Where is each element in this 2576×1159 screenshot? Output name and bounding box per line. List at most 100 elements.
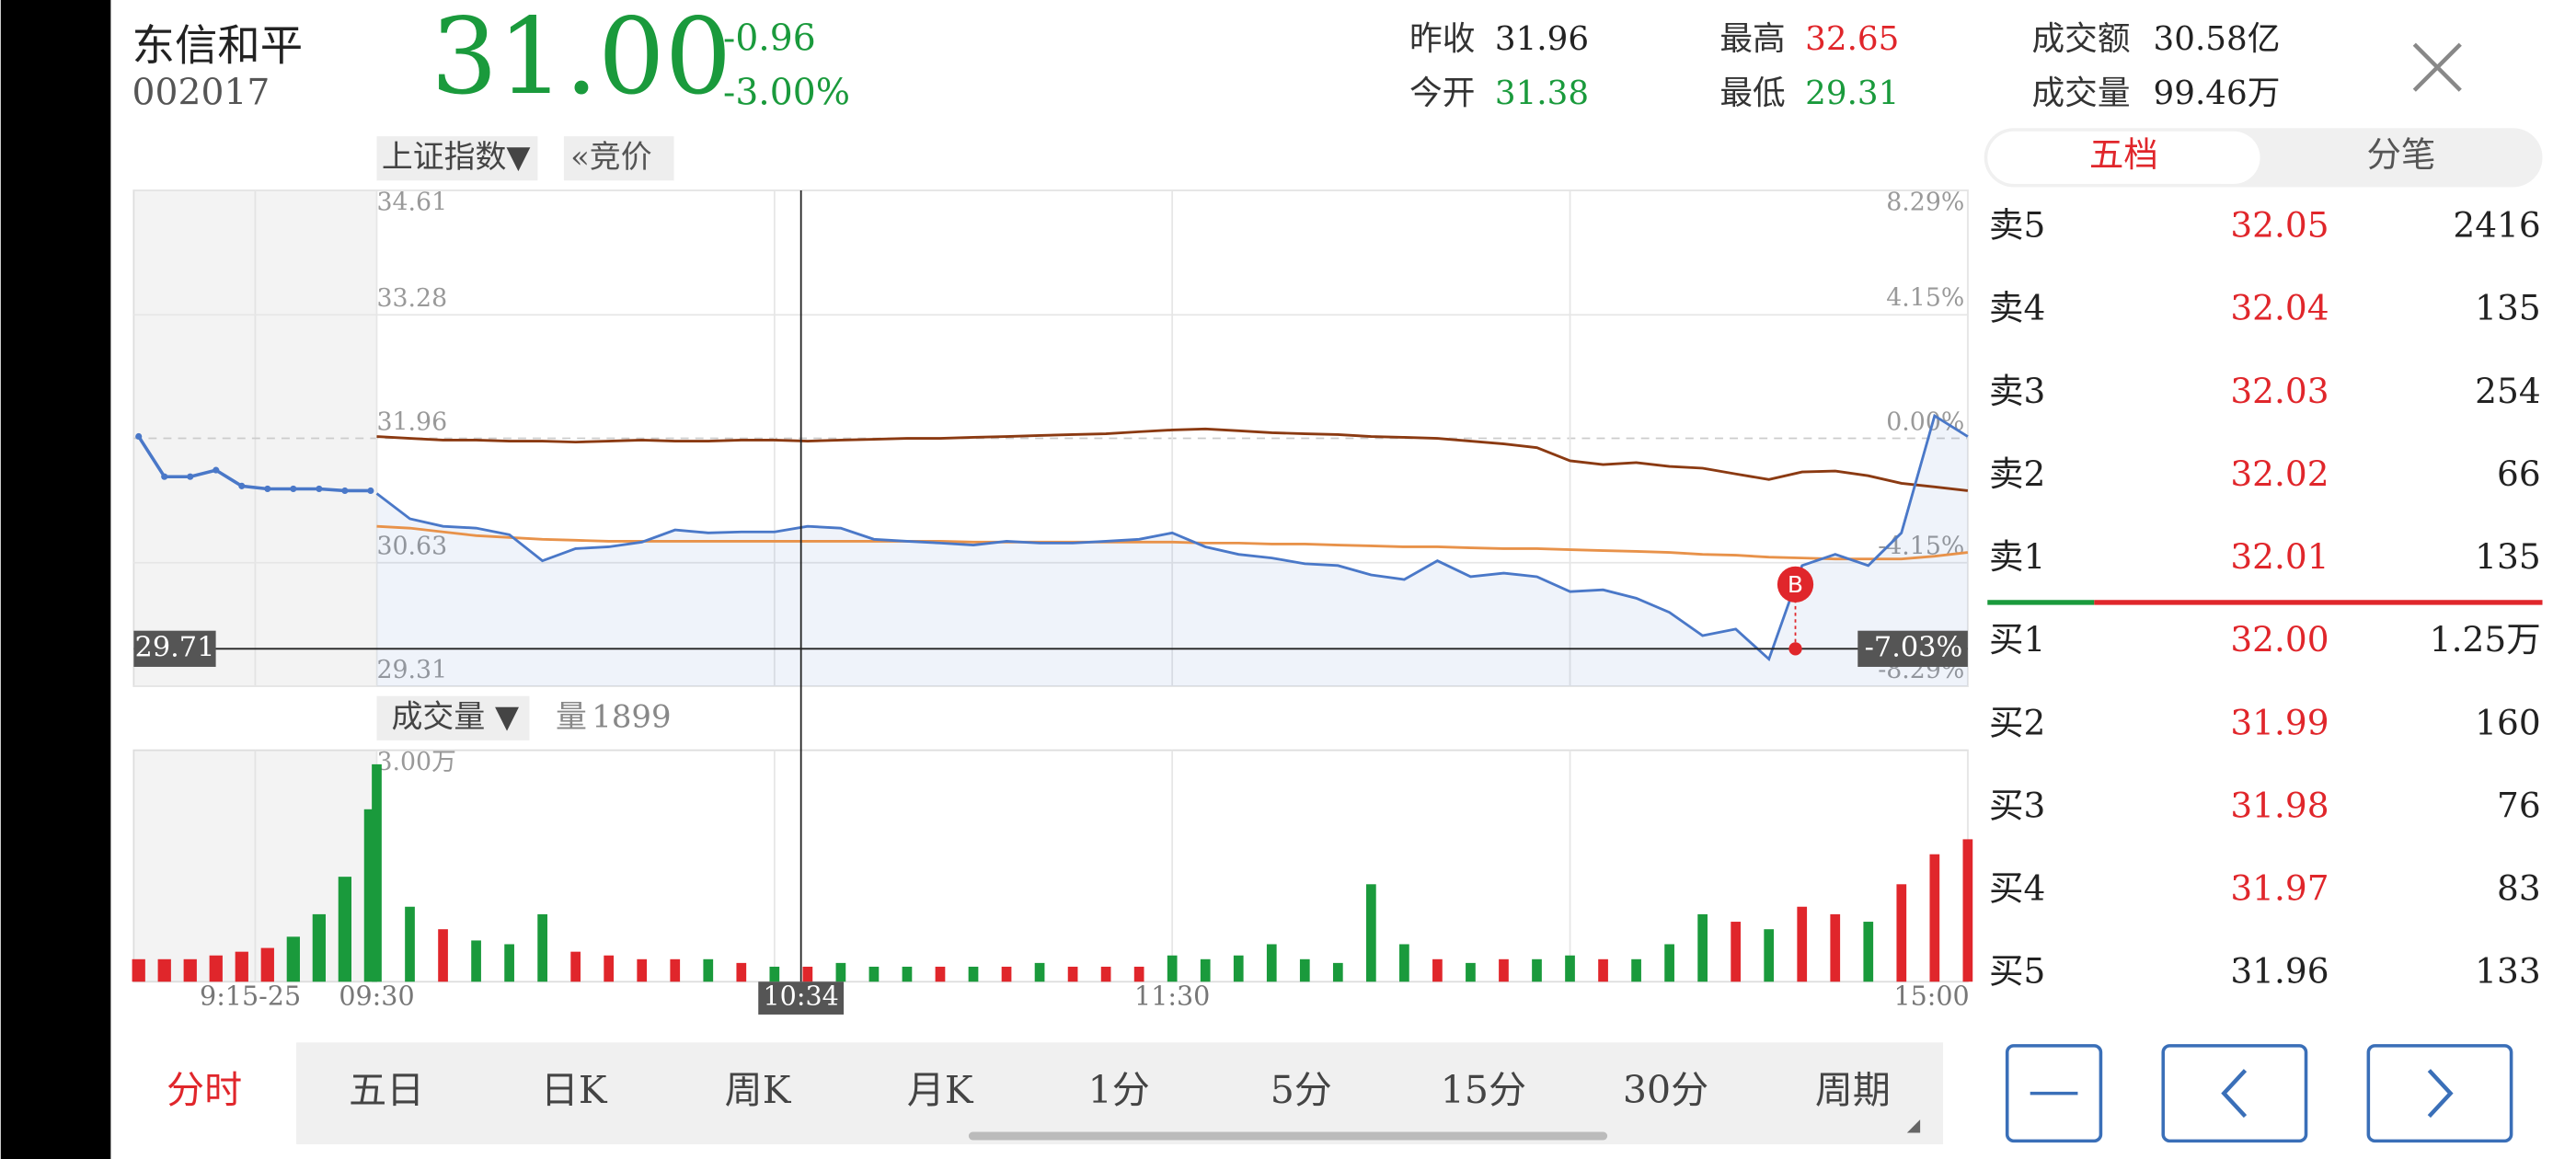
volume-bar [769, 966, 780, 982]
volume-bar [1896, 884, 1907, 982]
premarket-point [341, 487, 349, 495]
auction-tab-label: «竞价 [570, 139, 652, 175]
order-volume: 133 [2475, 951, 2541, 992]
volume-bar [132, 958, 145, 982]
y-tick-label: 31.96 [376, 407, 447, 436]
order-price: 32.02 [2230, 453, 2329, 494]
crosshair-price-box [133, 630, 216, 667]
stat-label: 成交量 [2031, 75, 2130, 112]
order-volume: 66 [2497, 453, 2541, 494]
y2-tick-label: 8.29% [1886, 188, 1964, 216]
order-label: 卖3 [1989, 371, 2045, 411]
next-button[interactable] [2366, 1044, 2513, 1143]
order-label: 卖1 [1989, 536, 2045, 577]
volume-bar [1100, 966, 1111, 982]
last-price: 31.00 [431, 0, 731, 118]
x-tick-label: 11:30 [1134, 981, 1210, 1012]
premarket-point [367, 487, 374, 495]
volume-bar [802, 966, 813, 982]
side-bar [0, 0, 111, 1159]
order-price: 31.99 [2230, 702, 2329, 742]
period-tab[interactable]: 月K [907, 1068, 974, 1112]
index-tab[interactable] [376, 136, 538, 181]
price-area [376, 416, 1968, 687]
volume-bar [604, 955, 615, 982]
volume-bar [1332, 962, 1343, 982]
volume-bar [570, 951, 581, 982]
volume-bar [1532, 958, 1542, 982]
period-tab[interactable]: 1分 [1088, 1068, 1150, 1112]
volume-bar [935, 966, 946, 982]
volume-bar [670, 958, 681, 982]
premarket-point [264, 485, 271, 492]
stat-value: 29.31 [1805, 75, 1899, 112]
auction-tab[interactable] [563, 136, 674, 181]
period-tab[interactable]: 日K [541, 1068, 608, 1112]
collapse-button[interactable] [2005, 1044, 2103, 1143]
volume-bar [703, 958, 714, 982]
volume-bar [1133, 966, 1144, 982]
prev-button[interactable] [2161, 1044, 2308, 1143]
volume-bar [902, 966, 913, 982]
volume-bar [1598, 958, 1608, 982]
volume-bar [312, 913, 326, 982]
order-price: 32.04 [2230, 288, 2329, 328]
stat-label: 成交额 [2031, 20, 2130, 58]
order-label: 卖5 [1989, 205, 2045, 246]
y2-tick-label: -4.15% [1878, 532, 1964, 560]
period-tab[interactable]: 五日 [349, 1068, 424, 1112]
order-price: 31.98 [2230, 785, 2329, 825]
order-volume: 135 [2475, 536, 2541, 577]
premarket-point [238, 482, 246, 489]
stock-name: 东信和平 [132, 21, 304, 71]
period-tab[interactable]: 分时 [167, 1068, 242, 1112]
order-label: 买1 [1989, 619, 2045, 660]
order-tab[interactable]: 分笔 [2367, 134, 2436, 175]
volume-bar [260, 947, 274, 982]
crosshair-time: 10:34 [764, 981, 839, 1012]
volume-bar [1962, 839, 1973, 982]
volume-bar [471, 940, 481, 982]
volume-bar [1365, 884, 1376, 982]
volume-bar [1067, 966, 1078, 982]
period-tab[interactable]: 周期 [1815, 1068, 1891, 1112]
premarket-point [213, 466, 220, 474]
premarket-point [135, 432, 143, 441]
volume-bar [1034, 962, 1045, 982]
period-tab[interactable]: 15分 [1441, 1068, 1526, 1112]
volume-bar [1764, 929, 1775, 982]
order-price: 32.05 [2230, 205, 2329, 246]
premarket-point [187, 473, 194, 480]
order-label: 买5 [1989, 951, 2045, 992]
period-tab[interactable]: 5分 [1271, 1068, 1332, 1112]
premarket-point [290, 485, 297, 492]
order-tab[interactable]: 五档 [2089, 134, 2158, 175]
price-line [376, 427, 1969, 492]
order-volume: 2416 [2453, 205, 2540, 246]
premarket-point [161, 473, 168, 480]
period-tab[interactable]: 30分 [1623, 1068, 1708, 1112]
volume-bar [405, 906, 415, 982]
volume-tab-label: 成交量 ▼ [392, 699, 520, 735]
marker-badge[interactable] [1777, 566, 1814, 602]
volume-bar [1631, 958, 1641, 982]
volume-bar [1565, 955, 1575, 982]
volume-bar [438, 929, 448, 982]
volume-bar [868, 966, 880, 982]
volume-bar [1399, 944, 1409, 982]
stat-label: 最低 [1719, 75, 1785, 112]
order-volume: 160 [2475, 702, 2541, 742]
close-button[interactable] [2412, 42, 2462, 92]
period-tab[interactable]: 周K [725, 1068, 792, 1112]
volume-tab[interactable] [376, 695, 530, 740]
volume-bar [504, 944, 514, 982]
stat-label: 昨收 [1409, 20, 1475, 58]
volume-bar [209, 955, 223, 982]
volume-bar [637, 958, 648, 982]
close-icon[interactable] [2412, 42, 2462, 92]
price-change-pct: -3.00% [723, 73, 850, 114]
marker-point [1788, 642, 1802, 656]
order-volume: 254 [2475, 371, 2541, 411]
order-volume: 76 [2497, 785, 2541, 825]
stat-value: 31.38 [1495, 75, 1589, 112]
